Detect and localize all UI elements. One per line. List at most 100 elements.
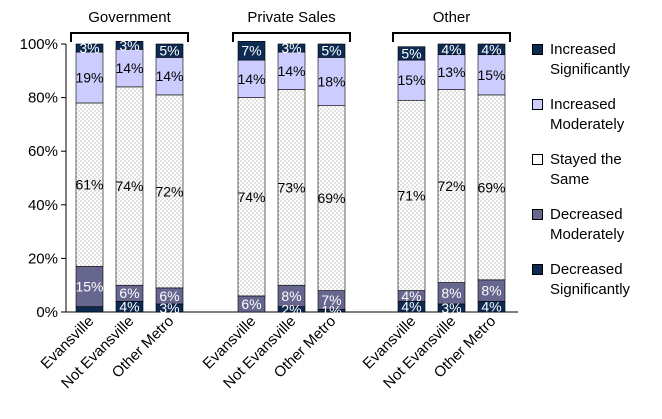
- group-header: Private Sales: [247, 9, 335, 26]
- data-label: 69%: [317, 190, 345, 206]
- data-label: 14%: [277, 63, 305, 79]
- data-label: 6%: [119, 285, 139, 301]
- bar-segment: [237, 97, 266, 297]
- legend-item: Increased Moderately: [530, 95, 660, 150]
- bar-segment: [437, 43, 466, 56]
- legend-item: Stayed the Same: [530, 150, 660, 205]
- bar-segment: [75, 102, 104, 267]
- data-label: 73%: [277, 179, 305, 195]
- legend-label-line: Moderately: [550, 226, 625, 243]
- data-label: 74%: [115, 178, 143, 194]
- bar-segment: [277, 89, 306, 286]
- data-label: 14%: [155, 68, 183, 84]
- bar-segment: [317, 43, 346, 58]
- group-header: Other: [433, 9, 471, 26]
- y-tick-label: 80%: [28, 90, 58, 107]
- bar-segment: [237, 41, 266, 61]
- data-label: 6%: [159, 288, 179, 304]
- bar-segment: [397, 46, 426, 61]
- data-label: 4%: [401, 288, 421, 304]
- data-labels: 15%61%19%3%4%6%74%14%3%3%6%72%14%5%6%74%…: [75, 37, 505, 318]
- legend-swatch: [532, 99, 543, 110]
- data-label: 7%: [321, 292, 341, 308]
- legend-item: Decreased Significantly: [530, 260, 660, 315]
- data-label: 7%: [241, 43, 261, 59]
- legend-swatch: [532, 154, 543, 165]
- data-label: 8%: [481, 283, 501, 299]
- bar-segment: [75, 51, 104, 104]
- bar-segment: [477, 94, 506, 281]
- data-label: 6%: [241, 296, 261, 312]
- data-label: 3%: [441, 300, 461, 316]
- data-label: 4%: [401, 299, 421, 315]
- data-label: 15%: [477, 67, 505, 83]
- bar-segment: [115, 49, 144, 88]
- legend-item: Increased Significantly: [530, 40, 660, 95]
- legend-swatch: [532, 264, 543, 275]
- legend-label-line: Decreased: [550, 206, 623, 223]
- y-tick-label: 40%: [28, 197, 58, 214]
- data-label: 4%: [441, 41, 461, 57]
- data-label: 3%: [79, 40, 99, 56]
- bar-segment: [397, 99, 426, 291]
- data-label: 72%: [155, 183, 183, 199]
- bar-segment: [477, 43, 506, 56]
- group-bracket: [70, 32, 189, 42]
- legend-label: Increased Significantly: [550, 40, 660, 80]
- data-label: 14%: [115, 60, 143, 76]
- data-label: 5%: [159, 43, 179, 59]
- data-label: 8%: [281, 288, 301, 304]
- data-label: 1%: [321, 303, 341, 319]
- data-label: 3%: [281, 40, 301, 56]
- legend-swatch: [532, 44, 543, 55]
- data-label: 3%: [159, 300, 179, 316]
- bar-segment: [115, 86, 144, 286]
- bar-segment: [437, 89, 466, 283]
- group-header: Government: [88, 9, 171, 26]
- legend-swatch: [532, 209, 543, 220]
- data-label: 15%: [397, 72, 425, 88]
- legend-label-line: Increased: [550, 96, 616, 113]
- data-label: 5%: [401, 45, 421, 61]
- data-label: 13%: [437, 64, 465, 80]
- bar-segment: [155, 94, 184, 289]
- bar-segment: [75, 266, 104, 307]
- bar-segment: [317, 105, 346, 291]
- legend-label-line: Increased: [550, 41, 616, 58]
- y-tick-label: 100%: [20, 36, 58, 53]
- legend-label-line: Moderately: [550, 116, 625, 133]
- data-label: 14%: [237, 71, 265, 87]
- bar-segment: [115, 41, 144, 50]
- bar-segment: [155, 43, 184, 58]
- legend-label: Stayed the Same: [550, 150, 660, 190]
- legend-label-line: Decreased: [550, 261, 623, 278]
- legend-label-line: Stayed the: [550, 151, 622, 168]
- bar-segment: [277, 43, 306, 53]
- bar-segment: [155, 57, 184, 96]
- legend-label-line: Significantly: [550, 281, 631, 298]
- group-bracket: [392, 32, 511, 42]
- legend-label-line: Same: [550, 171, 590, 188]
- data-label: 19%: [75, 70, 103, 86]
- y-tick-label: 60%: [28, 143, 58, 160]
- bar-segment: [277, 51, 306, 90]
- bar-segment: [75, 43, 104, 53]
- legend-label: Increased Moderately: [550, 95, 660, 135]
- group-headers: Government Private Sales Other: [70, 9, 511, 42]
- bar-segment: [317, 57, 346, 106]
- data-label: 4%: [481, 299, 501, 315]
- data-label: 4%: [119, 299, 139, 315]
- data-label: 8%: [441, 285, 461, 301]
- legend-label: Decreased Moderately: [550, 205, 660, 245]
- y-tick-label: 0%: [36, 304, 58, 321]
- bar-segment: [477, 54, 506, 96]
- data-label: 5%: [321, 43, 341, 59]
- data-label: 72%: [437, 178, 465, 194]
- data-label: 2%: [281, 301, 301, 317]
- data-label: 4%: [481, 41, 501, 57]
- bar-segment: [75, 306, 104, 313]
- data-label: 71%: [397, 187, 425, 203]
- bar-segment: [437, 54, 466, 90]
